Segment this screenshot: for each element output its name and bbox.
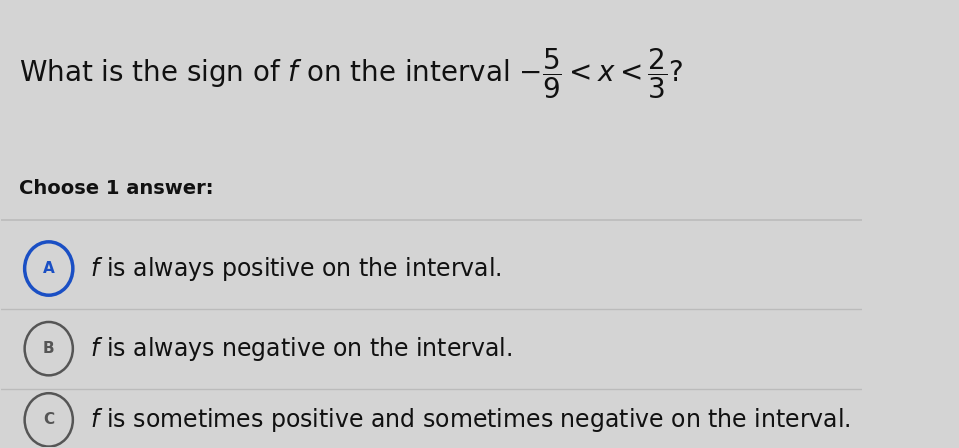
Text: $f$ is sometimes positive and sometimes negative on the interval.: $f$ is sometimes positive and sometimes … — [83, 406, 851, 434]
Text: A: A — [43, 261, 55, 276]
Text: Choose 1 answer:: Choose 1 answer: — [18, 180, 213, 198]
Text: C: C — [43, 413, 55, 427]
Text: $f$ is always negative on the interval.: $f$ is always negative on the interval. — [83, 335, 512, 363]
Text: B: B — [43, 341, 55, 356]
Text: $f$ is always positive on the interval.: $f$ is always positive on the interval. — [83, 254, 502, 283]
Text: What is the sign of $f$ on the interval $-\dfrac{5}{9} < x < \dfrac{2}{3}$?: What is the sign of $f$ on the interval … — [18, 46, 683, 101]
